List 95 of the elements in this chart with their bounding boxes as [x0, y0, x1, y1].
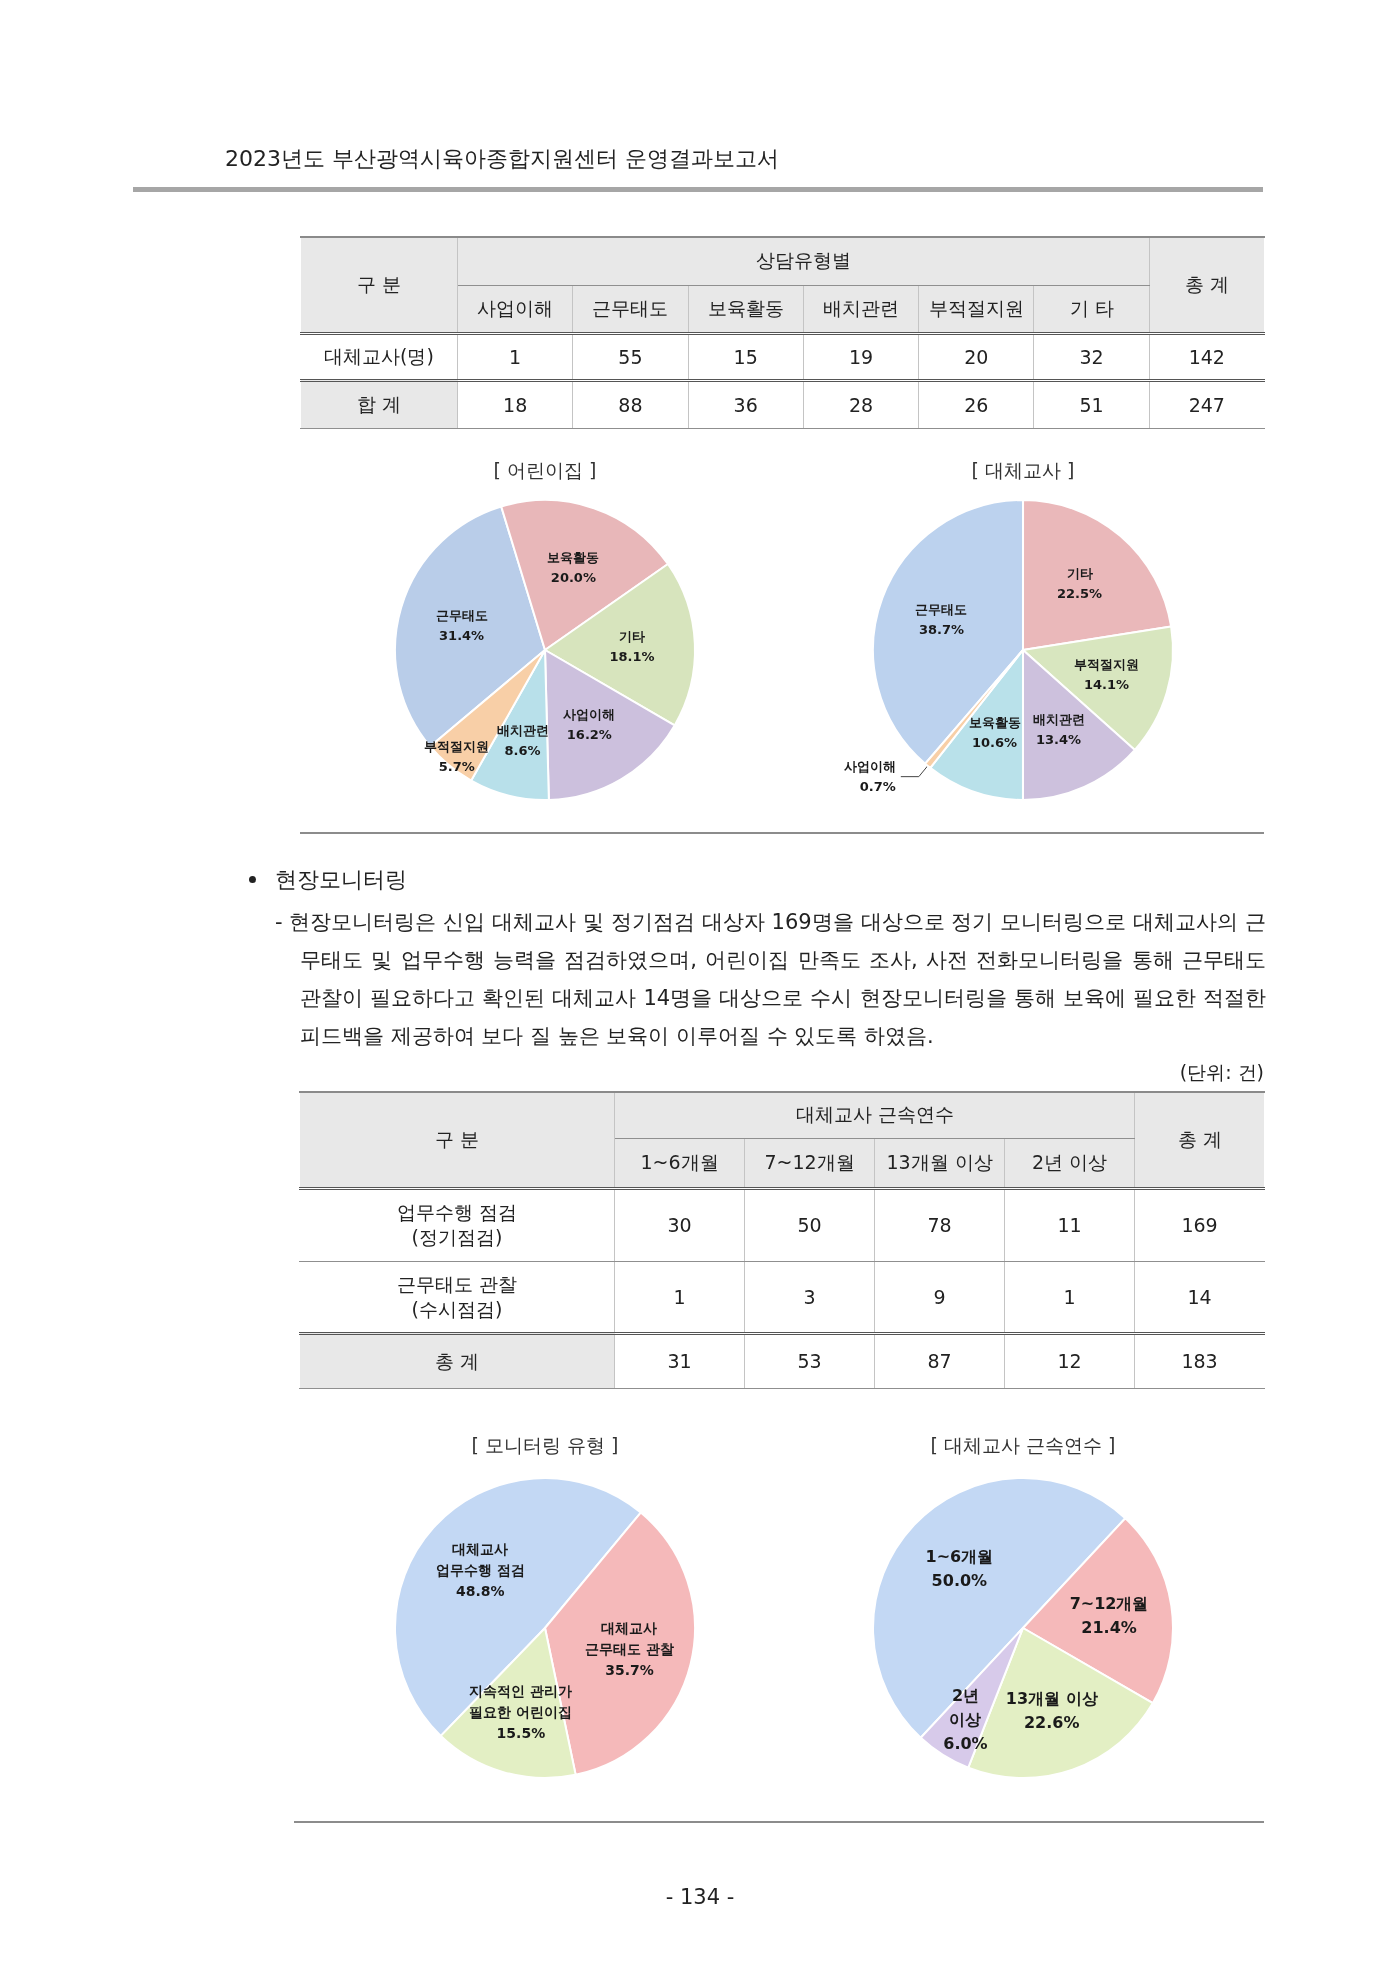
data-label: 55	[618, 345, 643, 368]
slice-label: 사업이해	[843, 759, 896, 775]
text: - 현장모니터링은 신입 대체교사 및 정기점검 대상자 169명을 대상으로 정기 모니터링으로 대체교사의 근무태도 및 업무수행 능력을 점검하였으며, 어린이집 만족도 조사, 사전 전화모니터링을 통해 근무태도 관찰이 필요하다고 확인된 대체교사 14명을 대상으로 수시 현장모니터링을 통해 보육에 필요한 적절한 피드백을 제공하여 보다 질 높은 보육이 이루어질 수 있도록 하였음.	[275, 909, 1266, 1050]
data-label: 16.2%	[566, 727, 612, 743]
data-label: 14.1%	[1083, 677, 1130, 693]
data-label: 247	[1188, 393, 1225, 416]
data-label: 3	[803, 1285, 816, 1308]
slice-label: 2년 이상	[949, 1685, 982, 1729]
x-tick-label: 1~6개월	[640, 1150, 719, 1173]
slice-label: 7~12개월	[1069, 1593, 1149, 1613]
data-label: 19	[848, 345, 874, 368]
data-label: 22.6%	[1023, 1712, 1080, 1732]
slice-label: 사업이해	[563, 707, 616, 723]
data-label: 10.6%	[971, 734, 1018, 750]
data-label: 87	[927, 1350, 952, 1372]
x-axis-title: 대체교사 근속연수	[795, 1103, 954, 1126]
data-label: 35.7%	[605, 1661, 654, 1678]
y-tick-label: 근무태도 관찰 (수시점검)	[395, 1271, 518, 1322]
data-label: 31	[667, 1350, 692, 1372]
text: 현장모니터링	[275, 866, 407, 894]
data-label: 50	[797, 1214, 822, 1236]
x-tick-label: 기 타	[1069, 296, 1114, 319]
y-tick-label: 총 계	[434, 1348, 480, 1374]
chart-title: [ 대체교사 근속연수 ]	[930, 1433, 1116, 1456]
slice-label: 근무태도	[915, 602, 968, 618]
data-label: 31.4%	[439, 627, 485, 643]
text: 2023년도 부산광역시육아종합지원센터 운영결과보고서	[225, 145, 779, 173]
data-label: 28	[848, 393, 874, 416]
data-label: 169	[1181, 1214, 1218, 1236]
slice-label: 배치관련	[1032, 711, 1085, 727]
x-tick-label: 근무태도	[592, 296, 669, 319]
x-tick-label: 부적절지원	[928, 296, 1024, 319]
data-label: 21.4%	[1081, 1617, 1137, 1637]
data-label: 38.7%	[918, 622, 964, 638]
x-tick-label: 보육활동	[707, 296, 784, 319]
data-label: 15	[733, 345, 758, 368]
data-label: 12	[1057, 1350, 1082, 1372]
data-label: 1	[1063, 1285, 1076, 1308]
slice-label: 부적절지원	[1073, 657, 1139, 673]
y-tick-label: 대체교사(명)	[324, 344, 434, 369]
data-label: 183	[1181, 1350, 1218, 1372]
slice-label: 배치관련	[496, 722, 549, 738]
data-label: 15.5%	[496, 1724, 546, 1741]
y-tick-label: 합 계	[356, 392, 402, 417]
data-label: 20.0%	[550, 570, 596, 586]
slice-label: 근무태도	[435, 607, 488, 623]
slice-label: 1~6개월	[925, 1547, 994, 1567]
data-label: 11	[1057, 1214, 1082, 1236]
data-label: 50.0%	[931, 1571, 988, 1591]
data-label: 18.1%	[609, 648, 655, 664]
data-label: 51	[1079, 393, 1104, 416]
text: - 134 -	[664, 1884, 736, 1911]
slice-label: 보육활동	[968, 714, 1021, 730]
data-label: 88	[618, 393, 643, 416]
data-label: 9	[933, 1285, 946, 1308]
slice-label: 지속적인 관리가 필요한 어린이집	[469, 1682, 573, 1720]
data-label: 78	[927, 1214, 952, 1236]
data-label: 32	[1079, 345, 1104, 368]
data-label: 6.0%	[943, 1733, 988, 1753]
data-label: 14	[1187, 1285, 1212, 1308]
y-tick-label: 업무수행 점검 (정기점검)	[395, 1200, 518, 1250]
data-label: 53	[797, 1350, 822, 1372]
data-label: 26	[964, 393, 989, 416]
data-label: 18	[503, 393, 528, 416]
data-label: 30	[667, 1214, 692, 1236]
data-label: 20	[964, 345, 989, 368]
slice-label: 13개월 이상	[1005, 1688, 1098, 1708]
slice-label: 보육활동	[547, 550, 600, 566]
slice-label: 대체교사 업무수행 점검	[435, 1540, 525, 1578]
data-label: 48.8%	[455, 1582, 505, 1599]
data-label: 13.4%	[1035, 731, 1082, 747]
data-label: 36	[733, 393, 758, 416]
data-label: 1	[673, 1285, 686, 1308]
data-label: 8.6%	[504, 742, 541, 758]
x-axis-title: 상담유형별	[755, 249, 851, 272]
text: (단위: 건)	[1178, 1060, 1264, 1085]
slice-label: 부적절지원	[424, 738, 490, 754]
x-tick-label: 2년 이상	[1031, 1150, 1108, 1173]
data-label: 1	[509, 345, 522, 368]
chart-title: [ 어린이집 ]	[493, 458, 597, 481]
slice-label: 기타	[1066, 566, 1093, 582]
x-tick-label: 배치관련	[822, 296, 899, 319]
chart-title: [ 대체교사 ]	[971, 458, 1075, 481]
x-tick-label: 13개월 이상	[886, 1150, 993, 1173]
y-axis-title: 구 분	[356, 272, 402, 295]
data-label: 22.5%	[1056, 586, 1103, 602]
x-tick-label: 7~12개월	[764, 1150, 855, 1173]
data-label: 5.7%	[438, 758, 475, 774]
slice-label: 기타	[618, 628, 645, 644]
data-label: 0.7%	[859, 779, 896, 795]
y-axis-title: 구 분	[434, 1127, 480, 1150]
slice-label: 대체교사 근무태도 관찰	[585, 1619, 674, 1657]
x-tick-label: 사업이해	[477, 296, 554, 319]
chart-title: [ 모니터링 유형 ]	[471, 1433, 619, 1456]
data-label: 142	[1188, 345, 1225, 368]
